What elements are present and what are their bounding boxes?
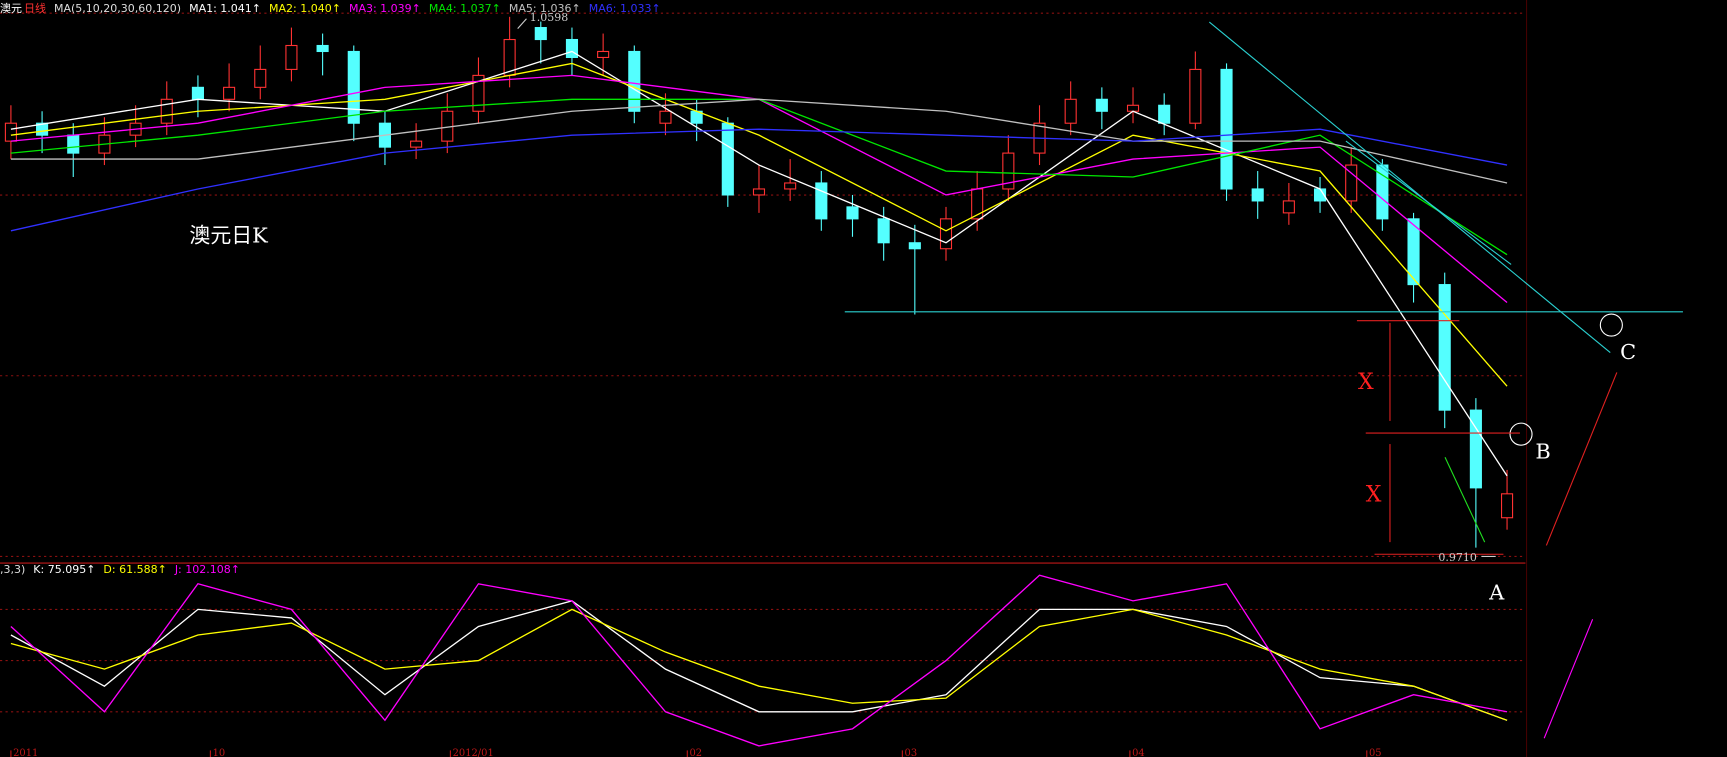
x-tick-label: 10 [213, 748, 226, 757]
point-label: B [1535, 439, 1550, 463]
line-series [10, 50, 1508, 477]
period: 日线 [24, 2, 46, 15]
candle-body [1126, 104, 1140, 112]
legend-entry: MA3: 1.039↑ [348, 2, 421, 15]
low-label: 0.9710 [1438, 551, 1476, 564]
high-label: 1.0598 [530, 11, 568, 24]
legend-entry: MA4: 1.037↑ [428, 2, 501, 15]
line-series [10, 574, 1508, 747]
kdj-projection [1543, 619, 1594, 739]
symbol: 澳元 [0, 2, 22, 15]
x-label: X [1366, 482, 1382, 507]
x-label: X [1358, 370, 1374, 395]
candle-body [36, 122, 49, 136]
candle-body [254, 68, 267, 88]
candle-body [223, 86, 236, 100]
candle-body [191, 86, 204, 100]
legend-entry: D: 61.588↑ [103, 563, 167, 576]
kdj-header: ,3,3) K: 75.095↑ D: 61.588↑ J: 102.108↑ [0, 563, 256, 576]
candle-body [1002, 152, 1015, 190]
candle-body [347, 50, 360, 124]
x-tick-label: 05 [1369, 748, 1382, 757]
candle-body [1438, 284, 1451, 411]
candle-body [1282, 200, 1295, 214]
ma-params: MA(5,10,20,30,60,120) [54, 2, 182, 15]
legend-entry: J: 102.108↑ [174, 563, 240, 576]
pointer-line [517, 18, 527, 30]
candle-body [939, 218, 953, 250]
x-tick-label: 2011 [13, 748, 38, 757]
candle-body [784, 182, 797, 190]
candle-body [4, 122, 17, 142]
x-tick-label: 04 [1132, 748, 1145, 757]
point-label: C [1620, 340, 1636, 364]
candle-body [472, 74, 485, 112]
legend-entry: MA2: 1.040↑ [269, 2, 341, 15]
candle-body [285, 44, 298, 70]
candle-body [1407, 218, 1420, 286]
candle-body [1220, 68, 1233, 190]
candle-body [1095, 98, 1108, 112]
circle-marker [1509, 422, 1533, 446]
chart-label: 澳元日K [189, 223, 268, 247]
wave-line [1444, 457, 1486, 543]
candle-body [565, 38, 579, 59]
line-series [10, 62, 1508, 387]
candle-body [160, 98, 173, 124]
candle-body [316, 44, 329, 53]
line-series [10, 600, 1508, 721]
legend-entry: MA5: 1.036↑ [508, 2, 581, 15]
candle-body [410, 140, 423, 148]
price-header: 澳元 日线 MA(5,10,20,30,60,120) MA1: 1.041↑ MA2:… [0, 0, 677, 16]
legend: K: 75.095↑ D: 61.588↑ J: 102.108↑ [33, 563, 248, 576]
projection-line [1545, 372, 1618, 546]
legend-entry: MA1: 1.041↑ [189, 2, 262, 15]
trend-line [1208, 21, 1611, 354]
candle-body [534, 27, 547, 41]
point-label: A [1488, 580, 1505, 604]
candle-body [1064, 98, 1077, 124]
candle-body [908, 242, 921, 250]
panel-frame [0, 12, 1526, 558]
candle-body [877, 218, 890, 244]
candle-body [1251, 188, 1264, 202]
candle-body [67, 134, 80, 154]
candle-body [815, 182, 828, 220]
candle-body [628, 50, 641, 112]
candle-body [1345, 164, 1358, 202]
line-series [10, 608, 1508, 721]
line-series [10, 98, 1508, 184]
candle-body [846, 206, 859, 220]
kdj-params: ,3,3) [0, 563, 26, 576]
kdj-panel: 2011 10 2012/01 02 03 04 05 [0, 574, 1526, 757]
candle-body [1500, 493, 1514, 519]
line-series [10, 128, 1508, 232]
candle-body [752, 188, 766, 196]
price-panel [4, 16, 1514, 548]
trend-line [1345, 140, 1512, 265]
candle-body [721, 122, 734, 196]
x-tick-label: 2012/01 [453, 748, 494, 757]
annotations [517, 18, 1683, 739]
legend-entry: K: 75.095↑ [33, 563, 96, 576]
candle-body [1189, 68, 1202, 124]
candle-body [1469, 409, 1482, 489]
candle-body [1158, 104, 1171, 124]
legend: MA1: 1.041↑ MA2: 1.040↑ MA3: 1.039↑ MA4: 1.… [189, 2, 669, 15]
legend-entry: MA6: 1.033↑ [588, 2, 661, 15]
candle-body [597, 50, 610, 59]
x-tick-label: 03 [905, 748, 918, 757]
candle-body [659, 110, 672, 124]
circle-marker [1599, 313, 1623, 337]
x-tick-label: 02 [689, 748, 702, 757]
